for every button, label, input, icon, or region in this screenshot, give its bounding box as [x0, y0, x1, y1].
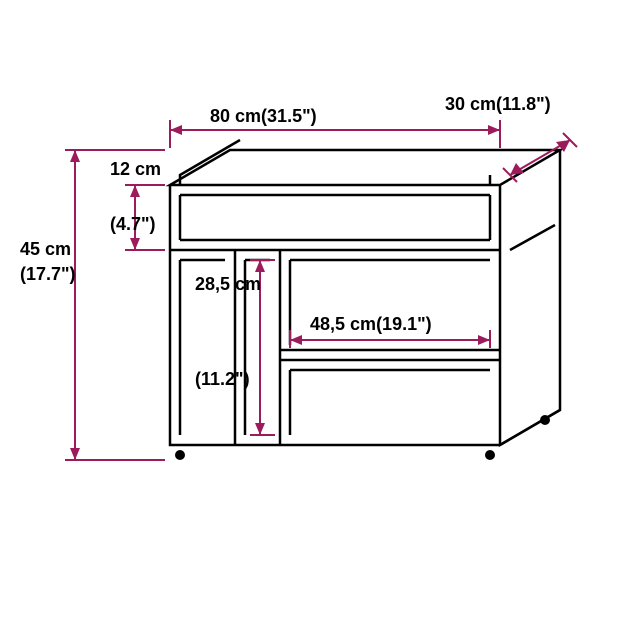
height-in: (17.7") [20, 264, 76, 284]
inner-w-cm: 48,5 cm [310, 314, 376, 334]
dim-top-section: 12 cm (4.7") [110, 159, 165, 250]
inner-w-in: (19.1") [376, 314, 432, 334]
dim-inner-width: 48,5 cm(19.1") [290, 314, 490, 348]
dim-depth: 30 cm(11.8") [445, 94, 577, 182]
top-in: (4.7") [110, 214, 156, 234]
svg-text:80 cm(31.5"): 80 cm(31.5") [210, 106, 317, 126]
dimension-diagram: 80 cm(31.5") 30 cm(11.8") 45 cm (17.7") … [0, 0, 620, 620]
dim-height: 45 cm (17.7") [20, 150, 165, 460]
furniture-outline [170, 140, 560, 460]
depth-in: (11.8") [496, 94, 551, 114]
svg-text:30 cm(11.8"): 30 cm(11.8") [445, 94, 551, 114]
depth-cm: 30 cm [445, 94, 496, 114]
inner-h-cm: 28,5 cm [195, 274, 261, 294]
width-in: (31.5") [261, 106, 317, 126]
width-cm: 80 cm [210, 106, 261, 126]
inner-h-in: (11.2") [195, 369, 250, 389]
top-cm: 12 cm [110, 159, 161, 179]
svg-text:48,5 cm(19.1"): 48,5 cm(19.1") [310, 314, 432, 334]
height-cm: 45 cm [20, 239, 71, 259]
